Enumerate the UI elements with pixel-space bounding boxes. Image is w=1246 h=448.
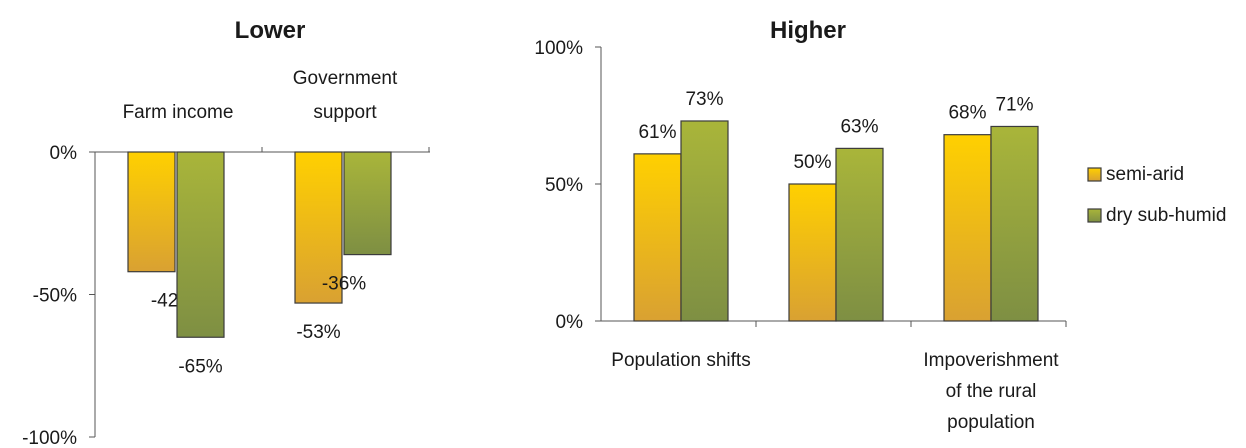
lower-bar-semi-arid	[127, 151, 176, 273]
lower-bar-dry-sub-humid	[176, 151, 225, 338]
higher-data-label: 71%	[995, 94, 1033, 115]
lower-bar-dry-sub-humid	[343, 151, 392, 256]
higher-data-label: 68%	[948, 103, 986, 124]
higher-bar-semi-arid	[633, 153, 682, 322]
higher-category-label: of the rural	[946, 381, 1037, 402]
legend-label: semi-arid	[1106, 164, 1184, 185]
higher-category-label: Population shifts	[611, 350, 750, 371]
lower-y-tick-label: -100%	[22, 428, 77, 448]
legend-label: dry sub-humid	[1106, 205, 1226, 226]
higher-y-tick-label: 50%	[545, 175, 583, 196]
lower-chart: Lower 0%-50%-100%-42%-65%Farm income-53%…	[22, 17, 430, 448]
lower-y-tick-label: -50%	[33, 286, 77, 307]
lower-data-label: -36%	[322, 274, 366, 295]
higher-bar-dry-sub-humid	[990, 125, 1039, 322]
higher-category-label: population	[947, 412, 1035, 433]
lower-y-tick-label: 0%	[50, 143, 78, 164]
higher-chart: Higher 100% 50% 0% 61% 73% Population shifts 5…	[534, 17, 1067, 433]
higher-category-label: Impoverishment	[923, 350, 1059, 371]
legend-swatch-semi-arid	[1087, 167, 1102, 182]
legend: semi-arid dry sub-humid	[1087, 164, 1226, 226]
lower-bar-semi-arid	[294, 151, 343, 304]
lower-category-label: Farm income	[123, 102, 234, 123]
higher-data-label: 63%	[840, 116, 878, 137]
higher-bar-semi-arid	[788, 183, 837, 322]
higher-data-label: 50%	[793, 152, 831, 173]
lower-chart-title: Lower	[235, 17, 306, 44]
higher-chart-title: Higher	[770, 17, 846, 44]
higher-y-tick-label: 0%	[556, 312, 584, 333]
lower-category-label: support	[313, 102, 377, 123]
higher-data-label: 61%	[638, 122, 676, 143]
higher-data-label: 73%	[685, 89, 723, 110]
lower-data-label: -65%	[178, 356, 222, 377]
lower-category-label: Government	[293, 68, 398, 89]
higher-y-tick-label: 100%	[534, 38, 583, 59]
higher-bar-dry-sub-humid	[835, 147, 884, 322]
higher-bar-semi-arid	[943, 134, 992, 322]
higher-bar-dry-sub-humid	[680, 120, 729, 322]
lower-data-label: -53%	[296, 322, 340, 343]
legend-swatch-dry-sub-humid	[1087, 208, 1102, 223]
